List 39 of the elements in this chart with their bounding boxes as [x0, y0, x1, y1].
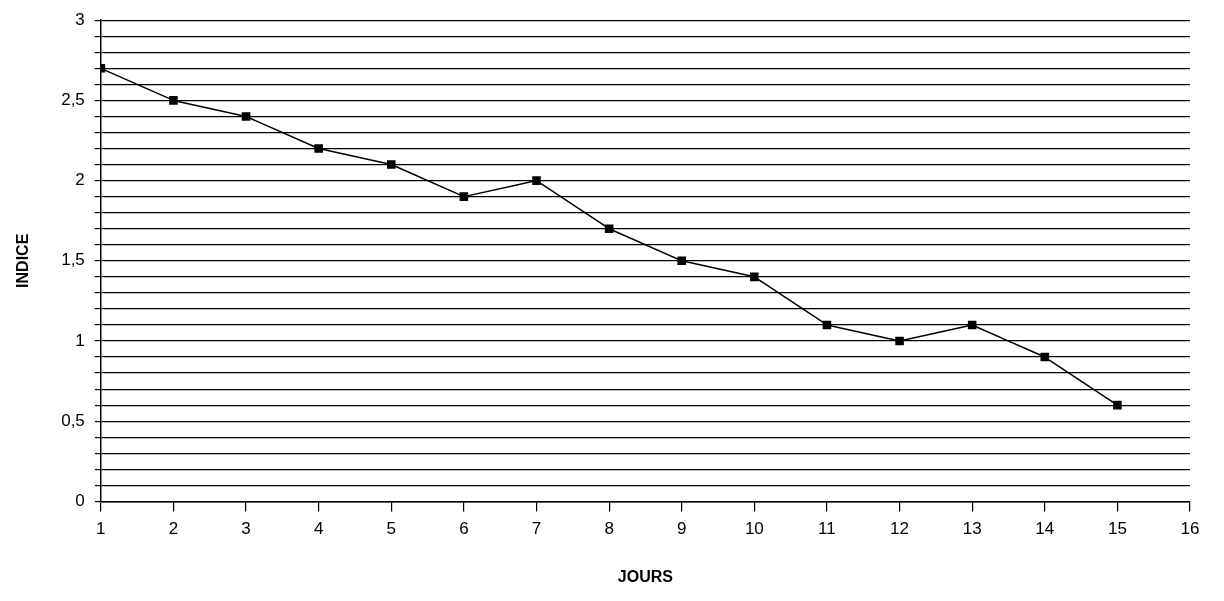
x-tick-label: 11	[818, 519, 836, 539]
x-tick-label: 2	[168, 519, 179, 539]
point	[386, 160, 396, 169]
x-tick-label: 4	[313, 519, 324, 539]
point	[169, 96, 178, 105]
point	[895, 336, 904, 346]
x-tick-label: 6	[459, 519, 469, 539]
y-tick-label: 2,5	[61, 90, 85, 110]
x-axis-title: JOURS	[617, 567, 674, 585]
point	[1113, 400, 1122, 410]
x-tick-label: 16	[1180, 519, 1200, 539]
x-tick-label: 7	[531, 519, 542, 539]
point	[459, 192, 469, 201]
x-tick-label: 1	[96, 519, 106, 539]
point	[677, 256, 687, 266]
x-tick-label: 3	[241, 519, 251, 539]
y-tick-label: 2	[75, 170, 85, 190]
point	[241, 112, 251, 121]
x-tick-label: 8	[604, 519, 614, 539]
y-tick-label: 0	[75, 491, 85, 511]
x-tick-label: 14	[1035, 519, 1055, 539]
x-tick-label: 5	[386, 519, 397, 539]
point	[314, 144, 323, 153]
y-tick-label: 1	[75, 330, 85, 350]
point	[532, 176, 541, 185]
point	[1040, 352, 1050, 362]
x-tick-label: 15	[1107, 519, 1127, 539]
x-tick-label: 10	[744, 519, 764, 539]
point	[750, 272, 759, 282]
point	[967, 320, 977, 330]
y-tick-label: 0,5	[61, 410, 85, 430]
point	[822, 320, 832, 330]
x-tick-label: 12	[890, 519, 910, 539]
point	[604, 224, 614, 234]
x-tick-label: 13	[962, 519, 982, 539]
x-tick-label: 9	[676, 519, 687, 539]
y-axis-title: INDICE	[14, 233, 32, 288]
y-tick-label: 1,5	[61, 250, 85, 270]
y-tick-label: 3	[75, 9, 85, 29]
